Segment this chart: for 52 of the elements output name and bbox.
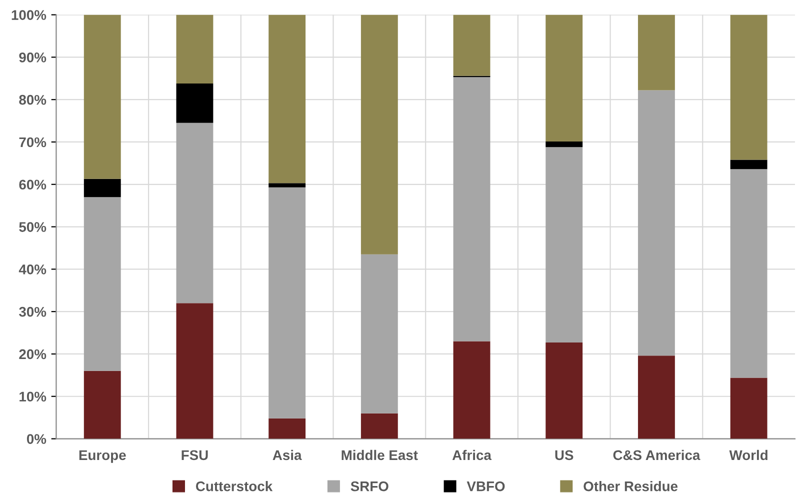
y-tick-label: 30% — [19, 306, 46, 317]
bar — [638, 356, 675, 439]
bar — [176, 83, 214, 123]
bar — [730, 160, 768, 170]
y-tick-label: 60% — [19, 180, 46, 190]
bar — [176, 303, 214, 439]
y-tick-label: 80% — [19, 94, 46, 105]
bar — [730, 169, 768, 378]
x-tick-label: US — [555, 450, 574, 460]
bar — [453, 341, 490, 439]
legend-label: Cutterstock — [196, 481, 273, 492]
x-tick-label: Europe — [79, 450, 126, 463]
bar — [84, 197, 121, 371]
bar — [360, 413, 398, 439]
bar — [546, 342, 583, 439]
y-tick-label: 0% — [26, 434, 46, 444]
bar — [176, 122, 214, 304]
bar — [84, 14, 121, 179]
bar — [176, 14, 214, 84]
x-tick-label: Africa — [452, 450, 492, 460]
y-tick-label: 20% — [19, 349, 46, 360]
y-tick-label: 50% — [19, 222, 46, 232]
bar — [84, 370, 121, 439]
bar — [546, 14, 583, 142]
bar — [546, 142, 583, 148]
legend-label: SRFO — [350, 481, 388, 492]
x-tick-label: World — [729, 450, 768, 460]
legend-label: Other Residue — [584, 481, 678, 492]
bar — [84, 178, 121, 198]
bar — [360, 14, 398, 254]
x-tick-label: FSU — [182, 450, 208, 460]
bar — [638, 14, 675, 90]
y-tick-label: 100% — [12, 10, 46, 20]
bar — [638, 90, 675, 356]
bar — [730, 378, 768, 439]
x-tick-label: Asia — [272, 450, 302, 460]
bar — [268, 418, 306, 439]
bar — [453, 77, 490, 342]
bar — [268, 183, 306, 188]
bar — [268, 187, 306, 418]
x-tick-label: C&S America — [613, 450, 700, 460]
bar — [730, 14, 768, 160]
bar — [546, 147, 583, 343]
bar — [268, 14, 306, 184]
y-tick-label: 10% — [20, 392, 46, 402]
y-tick-label: 70% — [19, 137, 46, 148]
bar — [453, 14, 490, 76]
x-tick-label: Middle East — [342, 450, 418, 460]
y-tick-label: 90% — [19, 52, 46, 62]
bar — [360, 254, 398, 414]
legend-label: VBFO — [466, 481, 505, 492]
y-tick-label: 40% — [18, 264, 46, 274]
